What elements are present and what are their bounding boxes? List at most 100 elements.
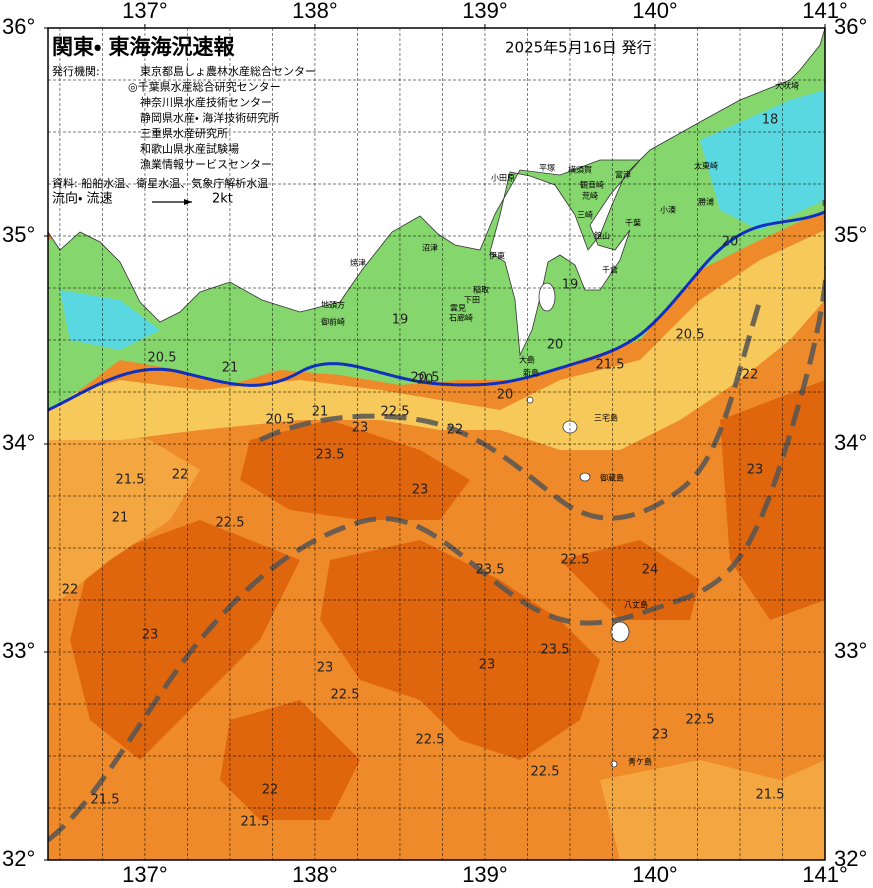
- agency: ◎千葉県水産総合研究センター: [128, 80, 281, 94]
- lat-tick-label: 33°: [2, 638, 35, 663]
- contour-label: 22.5: [531, 765, 560, 780]
- place-name: 青ケ島: [628, 757, 652, 767]
- contour-label: 21: [222, 361, 239, 376]
- place-name: 荒崎: [582, 191, 598, 201]
- lon-tick-label: 141°: [802, 0, 848, 23]
- lon-tick-label: 141°: [802, 862, 848, 887]
- place-name: 沼津: [422, 243, 438, 253]
- cold-water: [60, 290, 160, 350]
- place-name: 横須賀: [568, 165, 592, 175]
- contour-label: 20: [722, 235, 739, 250]
- lon-tick-label: 140°: [632, 862, 678, 887]
- cool-water: [48, 420, 825, 860]
- place-name: 地頭方: [321, 300, 345, 310]
- contour-label: 20.5: [148, 351, 177, 366]
- source: 資料: 船舶水温、衛星水温、気象庁解析水温: [52, 176, 268, 190]
- contour-label: 22.5: [686, 713, 715, 728]
- place-name: 稲取: [473, 285, 489, 295]
- land: [48, 28, 825, 357]
- contour-label: 21.5: [756, 788, 785, 803]
- place-name: 御蔵島: [600, 473, 624, 483]
- contour-label: 20: [417, 373, 434, 388]
- contour-label: 22: [172, 468, 189, 483]
- contour-label: 23: [317, 661, 334, 676]
- lon-tick-label: 138°: [292, 862, 338, 887]
- agency: 和歌山県水産試験場: [140, 142, 239, 156]
- contour-label: 22: [447, 423, 464, 438]
- current-label: 流向・ 流速: [52, 191, 113, 207]
- place-name: 太東崎: [694, 161, 718, 171]
- contour-label: 23: [652, 728, 669, 743]
- place-name: 観音崎: [580, 180, 604, 190]
- contour-label: 23: [142, 628, 159, 643]
- contour-label: 23.5: [476, 563, 505, 578]
- place-name: 千倉: [602, 265, 618, 275]
- place-name: 石廊崎: [449, 313, 473, 323]
- place-name: 千葉: [625, 218, 641, 228]
- isotherm-20: [48, 210, 825, 412]
- contour-label: 21.5: [116, 473, 145, 488]
- agencies-label: 発行機関:: [52, 64, 100, 78]
- contour-label: 23.5: [541, 643, 570, 658]
- place-name: 新島: [523, 368, 539, 378]
- contour-label: 22.5: [381, 405, 410, 420]
- lat-tick-label: 34°: [2, 430, 35, 455]
- place-name: 平塚: [539, 164, 555, 173]
- contour-label: 20.5: [411, 371, 440, 386]
- place-name: 犬吠埼: [775, 81, 799, 91]
- lat-tick-label: 36°: [834, 14, 867, 39]
- contour-label: 23: [412, 483, 429, 498]
- place-name: 焼津: [350, 258, 366, 268]
- lon-tick-label: 137°: [122, 862, 168, 887]
- place-name: 勝浦: [698, 197, 714, 207]
- contour-label: 23.5: [316, 448, 345, 463]
- agency: 東京都島しょ農林水産総合センター: [140, 64, 316, 78]
- contour-label: 23: [747, 463, 764, 478]
- contour-label: 21.5: [596, 358, 625, 373]
- place-name: 富津: [615, 170, 631, 180]
- agencies: 東京都島しょ農林水産総合センター ◎千葉県水産総合研究センター神奈川県水産技術セン…: [128, 64, 316, 171]
- agency: 神奈川県水産技術センター: [140, 95, 272, 109]
- lat-tick-label: 33°: [834, 638, 867, 663]
- agency: 漁業情報サービスセンター: [140, 157, 272, 171]
- contour-labels: 20.5212020.5212222.52323.5232222.521.521…: [62, 113, 785, 830]
- contour-label: 18: [762, 113, 779, 128]
- contour-label: 20: [497, 388, 514, 403]
- title: 関東・ 東海海況速報: [52, 35, 235, 59]
- lon-tick-label: 138°: [292, 0, 338, 23]
- contour-label: 19: [392, 313, 409, 328]
- contour-label: 20: [547, 338, 564, 353]
- place-name: 小湊: [660, 205, 676, 215]
- contour-label: 23: [479, 658, 496, 673]
- agency: 三重県水産研究所: [140, 126, 228, 140]
- current-scale: 2kt: [212, 192, 233, 207]
- contour-label: 22: [742, 368, 759, 383]
- contour-label: 22: [262, 783, 279, 798]
- lat-tick-label: 36°: [2, 14, 35, 39]
- place-name: 三宅島: [594, 413, 618, 423]
- lat-tick-label: 34°: [834, 430, 867, 455]
- lat-tick-label: 32°: [834, 846, 867, 871]
- contour-label: 22.5: [331, 688, 360, 703]
- kuroshio-axis: [258, 299, 763, 521]
- contour-label: 22.5: [416, 733, 445, 748]
- place-name: 大島: [519, 355, 535, 365]
- lon-tick-label: 139°: [462, 0, 508, 23]
- contour-label: 24: [642, 563, 659, 578]
- contour-label: 19: [562, 278, 579, 293]
- place-name: 伊東: [489, 251, 505, 261]
- cold-water: [700, 90, 825, 230]
- agency: 静岡県水産・ 海洋技術研究所: [140, 111, 279, 125]
- contour-label: 22.5: [561, 553, 590, 568]
- contour-label: 21.5: [241, 815, 270, 830]
- lat-tick-label: 35°: [834, 222, 867, 247]
- place-name: 雲見: [450, 304, 466, 313]
- place-name: 小田原: [491, 174, 515, 183]
- shelf-water: [48, 230, 825, 450]
- islands: [526, 282, 630, 768]
- lon-tick-label: 140°: [632, 0, 678, 23]
